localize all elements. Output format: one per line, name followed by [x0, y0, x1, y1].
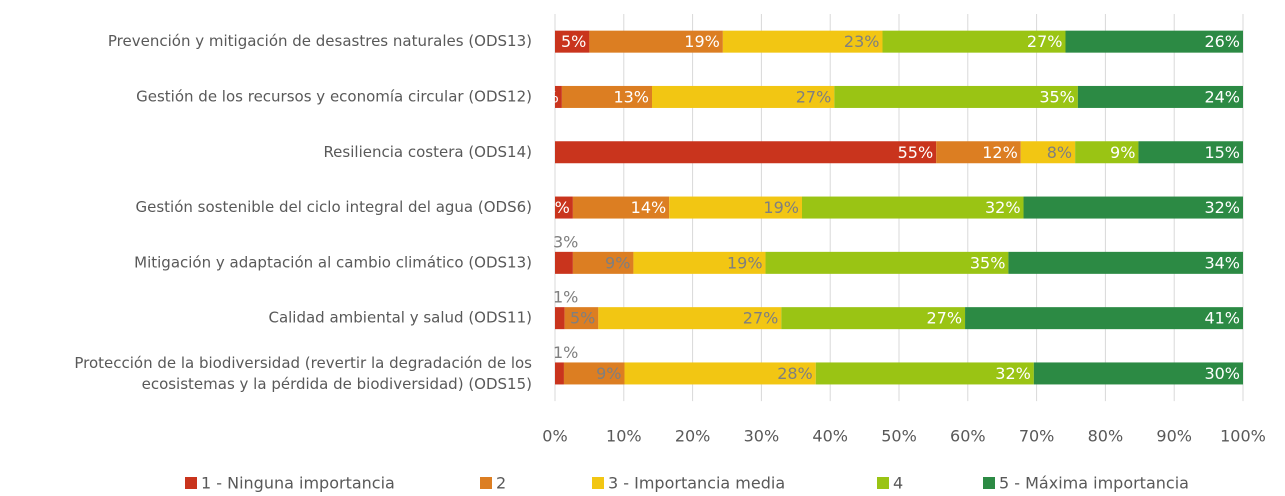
bar-segment — [1008, 251, 1243, 274]
data-label: 32% — [985, 198, 1021, 217]
bar-segment — [555, 362, 564, 385]
data-label: 19% — [727, 253, 763, 272]
data-label: 27% — [1027, 32, 1063, 51]
bar-segment — [563, 362, 625, 385]
bar-segment — [965, 307, 1243, 330]
data-label: 24% — [1204, 87, 1240, 106]
bar-segment — [555, 85, 562, 108]
bar-segment — [781, 307, 966, 330]
x-tick-label: 100% — [1220, 427, 1266, 446]
category-label: Mitigación y adaptación al cambio climát… — [134, 253, 532, 271]
x-tick-label: 30% — [744, 427, 780, 446]
data-label: 26% — [1204, 32, 1240, 51]
data-label: 41% — [1204, 309, 1240, 328]
data-label: 27% — [796, 87, 832, 106]
bar-segment — [882, 30, 1066, 53]
x-tick-label: 70% — [1019, 427, 1055, 446]
data-label: 32% — [995, 364, 1031, 383]
bar-segment — [834, 85, 1078, 108]
bar-segment — [624, 362, 816, 385]
legend-label: 4 — [893, 474, 903, 493]
x-tick-label: 10% — [606, 427, 642, 446]
bar-segment — [633, 251, 766, 274]
bar-segment — [722, 30, 883, 53]
bar-segment — [1065, 30, 1243, 53]
bar-segment — [561, 85, 653, 108]
category-label: Protección de la biodiversidad (revertir… — [74, 353, 532, 392]
x-tick-label: 0% — [542, 427, 567, 446]
bar-segment — [1075, 141, 1139, 164]
data-label: 1% — [533, 87, 558, 106]
legend-label: 5 - Máxima importancia — [999, 474, 1189, 493]
category-label: Calidad ambiental y salud (ODS11) — [268, 309, 532, 327]
category-label: Resiliencia costera (ODS14) — [323, 143, 532, 161]
legend-swatch — [185, 477, 197, 489]
data-label: 13% — [613, 87, 649, 106]
data-label: 9% — [596, 364, 621, 383]
bar-segment — [555, 196, 573, 219]
data-label: 5% — [570, 309, 595, 328]
x-tick-label: 80% — [1088, 427, 1124, 446]
x-tick-label: 20% — [675, 427, 711, 446]
bar-segment — [564, 307, 599, 330]
data-label: 9% — [1110, 143, 1135, 162]
legend-swatch — [480, 477, 492, 489]
bar-segment — [555, 251, 573, 274]
data-label: 28% — [777, 364, 813, 383]
data-label: 27% — [926, 309, 962, 328]
legend-swatch — [983, 477, 995, 489]
data-label: 9% — [605, 253, 630, 272]
legend-swatch — [877, 477, 889, 489]
data-label: 35% — [970, 253, 1006, 272]
bar-segment — [936, 141, 1021, 164]
legend-label: 3 - Importancia media — [608, 474, 785, 493]
bar-segment — [652, 85, 835, 108]
bar-segment — [555, 30, 590, 53]
x-tick-label: 90% — [1156, 427, 1192, 446]
x-tick-label: 50% — [881, 427, 917, 446]
data-label: 35% — [1039, 87, 1075, 106]
data-label: 30% — [1204, 364, 1240, 383]
legend-label: 1 - Ninguna importancia — [201, 474, 395, 493]
bar-segment — [555, 141, 937, 164]
data-label: 23% — [844, 32, 880, 51]
legend-label: 2 — [496, 474, 506, 493]
bar-segment — [589, 30, 723, 53]
bar-segment — [598, 307, 782, 330]
legend-swatch — [592, 477, 604, 489]
data-label: 27% — [743, 309, 779, 328]
category-label: Gestión sostenible del ciclo integral de… — [136, 198, 533, 216]
data-label: 55% — [898, 143, 934, 162]
category-label: Gestión de los recursos y economía circu… — [136, 87, 532, 105]
bar-segment — [669, 196, 802, 219]
bar-segment — [765, 251, 1009, 274]
bar-segment — [1033, 362, 1243, 385]
bar-segment — [555, 307, 565, 330]
bar-segment — [1138, 141, 1243, 164]
x-tick-label: 40% — [812, 427, 848, 446]
data-label: 19% — [684, 32, 720, 51]
bar-segment — [572, 196, 670, 219]
bar-segment — [1077, 85, 1243, 108]
bar-segment — [572, 251, 634, 274]
x-tick-label: 60% — [950, 427, 986, 446]
data-label: 14% — [631, 198, 667, 217]
data-label: 34% — [1204, 253, 1240, 272]
data-label: 19% — [763, 198, 799, 217]
bar-segment — [801, 196, 1024, 219]
data-label: 3% — [544, 198, 569, 217]
bar-segment — [1023, 196, 1243, 219]
data-label: 1% — [553, 343, 578, 362]
data-label: 15% — [1204, 143, 1240, 162]
data-label: 12% — [982, 143, 1018, 162]
category-label: Prevención y mitigación de desastres nat… — [108, 32, 532, 50]
data-label: 32% — [1204, 198, 1240, 217]
data-label: 3% — [553, 232, 578, 251]
data-label: 5% — [561, 32, 586, 51]
data-label: 8% — [1047, 143, 1072, 162]
bar-segment — [815, 362, 1034, 385]
data-label: 1% — [553, 288, 578, 307]
bar-segment — [1020, 141, 1076, 164]
